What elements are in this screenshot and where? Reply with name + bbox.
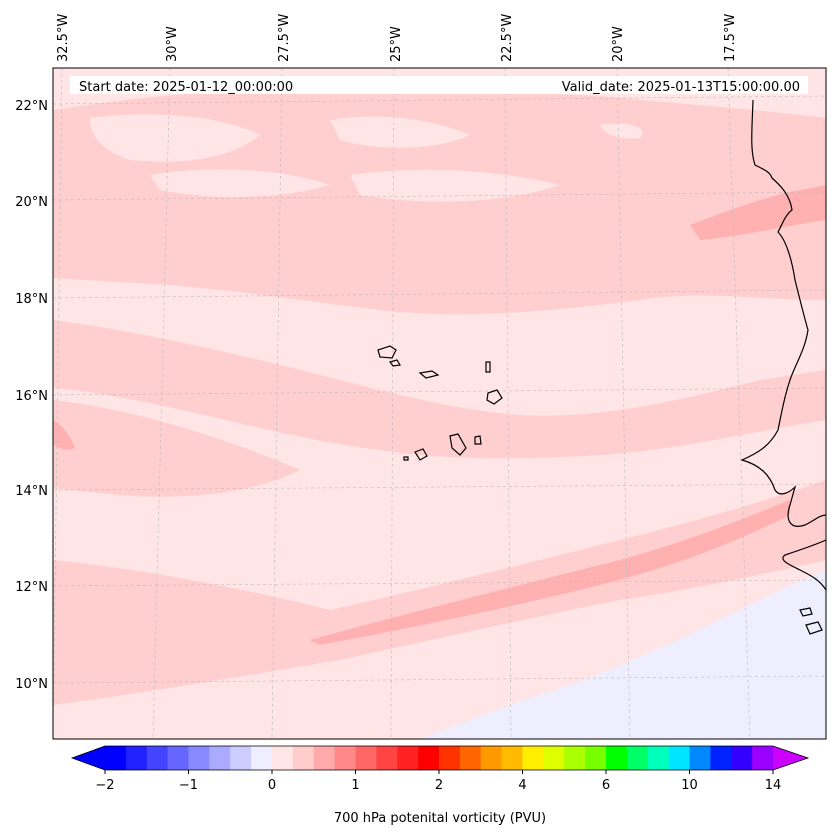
start-date-label: Start date: 2025-01-12_00:00:00 bbox=[79, 80, 293, 95]
colorbar-under-arrow bbox=[72, 746, 105, 770]
island-santiago bbox=[449, 433, 467, 456]
island-sao-vicente bbox=[388, 359, 401, 367]
pv-contour-south-band bbox=[53, 480, 826, 705]
island-fogo bbox=[414, 448, 428, 461]
colorbar-segment bbox=[334, 746, 356, 770]
colorbar-tick-label: −2 bbox=[95, 778, 114, 793]
colorbar-segment bbox=[418, 746, 440, 770]
colorbar-segment bbox=[564, 746, 586, 770]
colorbar-segment bbox=[397, 746, 419, 770]
colorbar-segment bbox=[459, 746, 482, 770]
colorbar-tick-label: 14 bbox=[765, 778, 782, 793]
lat-label-10n: 10°N bbox=[15, 677, 48, 692]
colorbar-segment bbox=[105, 746, 127, 770]
colorbar-segment bbox=[668, 746, 690, 770]
colorbar-segment bbox=[543, 746, 565, 770]
lon-label-25w: 25°W bbox=[389, 26, 404, 62]
map-frame bbox=[52, 67, 827, 740]
pv-contour-north-east-cloud bbox=[740, 117, 826, 176]
lon-label-32-5w: 32.5°W bbox=[56, 14, 71, 62]
longitude-labels: 32.5°W 30°W 27.5°W 25°W 22.5°W 20°W 17.5… bbox=[56, 14, 738, 62]
pv-contour-central-band bbox=[53, 320, 826, 459]
coastlines bbox=[377, 99, 826, 635]
lon-label-30w: 30°W bbox=[165, 26, 180, 62]
lat-label-12n: 12°N bbox=[15, 580, 48, 595]
colorbar-segment bbox=[167, 746, 189, 770]
map-gridlines bbox=[53, 68, 826, 739]
map-panel bbox=[53, 68, 826, 739]
island-maio bbox=[474, 435, 482, 445]
colorbar-segment bbox=[501, 746, 523, 770]
header-box bbox=[70, 76, 808, 94]
pv-contour-mid-band bbox=[53, 400, 300, 497]
colorbar-tick-label: 2 bbox=[435, 778, 443, 793]
colorbar-segment bbox=[439, 746, 461, 770]
island-sao-nicolau bbox=[418, 370, 440, 379]
colorbar-segment bbox=[585, 746, 607, 770]
colorbar-segment bbox=[689, 746, 711, 770]
lat-label-14n: 14°N bbox=[15, 484, 48, 499]
bissagos-islands bbox=[799, 607, 823, 635]
lat-label-16n: 16°N bbox=[15, 389, 48, 404]
colorbar-segment bbox=[188, 746, 210, 770]
island-santo-antao bbox=[377, 345, 397, 359]
lat-label-20n: 20°N bbox=[15, 195, 48, 210]
colorbar-tick-label: 0 bbox=[268, 778, 276, 793]
colorbar-segment bbox=[731, 746, 753, 770]
lat-label-22n: 22°N bbox=[15, 99, 48, 114]
colorbar-segment bbox=[647, 746, 670, 770]
africa-coastline bbox=[740, 99, 826, 527]
pv-contour-west-patch bbox=[53, 420, 75, 450]
island-brava bbox=[403, 456, 409, 461]
pv-negative-area bbox=[420, 570, 826, 739]
colorbar-segment bbox=[606, 746, 628, 770]
colorbar-tick-label: −1 bbox=[179, 778, 198, 793]
colorbar-segment bbox=[313, 746, 336, 770]
colorbar-segment bbox=[272, 746, 294, 770]
colorbar-tick-label: 4 bbox=[518, 778, 526, 793]
lon-label-17-5w: 17.5°W bbox=[723, 14, 738, 62]
island-boa-vista bbox=[486, 389, 503, 405]
africa-coastline-south bbox=[782, 539, 826, 591]
colorbar-tick-label: 1 bbox=[351, 778, 359, 793]
colorbar-segment bbox=[125, 746, 148, 770]
colorbar bbox=[70, 745, 810, 771]
colorbar-segment bbox=[146, 746, 169, 770]
colorbar-segment bbox=[230, 746, 252, 770]
colorbar-segment bbox=[626, 746, 649, 770]
colorbar-over-arrow bbox=[773, 746, 808, 770]
pv-contour-north-light bbox=[90, 114, 643, 202]
colorbar-tick-label: 10 bbox=[681, 778, 698, 793]
lat-label-18n: 18°N bbox=[15, 292, 48, 307]
pv-contour-northeast-patch bbox=[690, 185, 826, 240]
colorbar-segment bbox=[209, 746, 231, 770]
valid-date-label: Valid_date: 2025-01-13T15:00:00.00 bbox=[562, 80, 800, 95]
colorbar-segment bbox=[251, 746, 273, 770]
colorbar-tick-label: 6 bbox=[602, 778, 610, 793]
colorbar-segment bbox=[376, 746, 398, 770]
latitude-labels: 22°N 20°N 18°N 16°N 14°N 12°N 10°N bbox=[15, 99, 48, 692]
colorbar-segment bbox=[292, 746, 315, 770]
lon-label-27-5w: 27.5°W bbox=[277, 14, 292, 62]
pv-contour-south-core bbox=[310, 500, 790, 645]
colorbar-segment bbox=[480, 746, 503, 770]
colorbar-ticks: −2 −1 0 1 2 4 6 10 14 bbox=[95, 770, 781, 793]
colorbar-segment bbox=[522, 746, 544, 770]
colorbar-label: 700 hPa potenital vorticity (PVU) bbox=[334, 811, 546, 826]
lon-label-20w: 20°W bbox=[611, 26, 626, 62]
lon-label-22-5w: 22.5°W bbox=[500, 14, 515, 62]
island-sal bbox=[485, 361, 491, 373]
colorbar-segment bbox=[355, 746, 377, 770]
colorbar-segment bbox=[752, 746, 774, 770]
colorbar-segment bbox=[710, 746, 732, 770]
